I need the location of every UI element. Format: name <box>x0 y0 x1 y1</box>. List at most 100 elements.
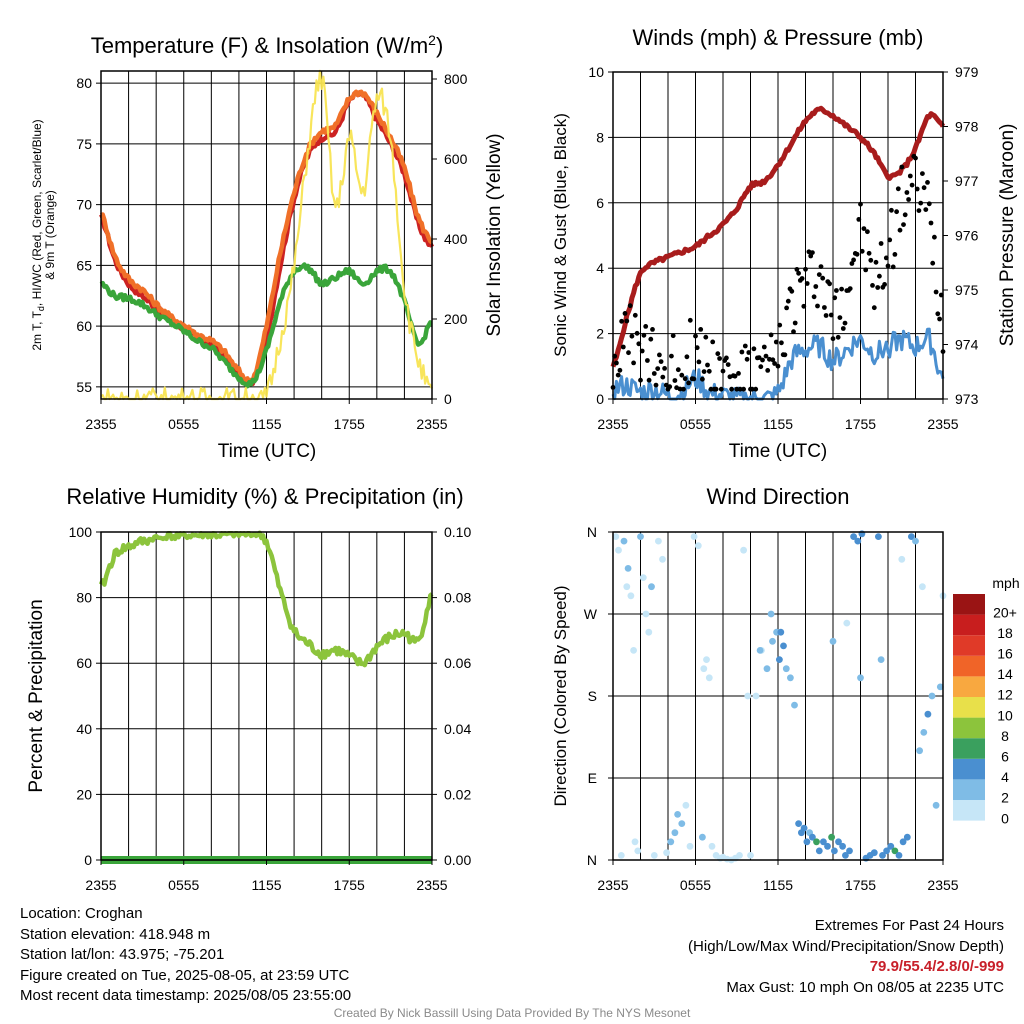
direction-point <box>787 674 794 682</box>
ytick-label: 60 <box>76 318 92 334</box>
station-latlon: Station lat/lon: 43.975; -75.201 <box>20 946 225 963</box>
direction-tick-label: N <box>587 524 597 540</box>
direction-point <box>936 683 944 691</box>
colorbar-unit: mph <box>992 575 1019 591</box>
direction-point <box>912 537 919 545</box>
gust-point <box>724 355 729 361</box>
gust-point <box>894 209 899 215</box>
gust-point <box>662 366 667 371</box>
gust-point <box>760 357 765 363</box>
gust-point <box>651 371 657 376</box>
gust-point <box>619 318 624 324</box>
xtick-label: 1755 <box>845 416 876 432</box>
gust-point <box>725 362 731 367</box>
gust-point <box>756 355 762 360</box>
gust-point <box>775 363 781 369</box>
gust-point <box>794 267 800 272</box>
gust-point <box>768 332 774 338</box>
gust-point <box>810 250 815 256</box>
extremes-info: Extremes For Past 24 Hours (High/Low/Max… <box>688 916 1004 998</box>
gust-point <box>782 352 788 358</box>
gust-point <box>681 386 686 392</box>
temperature-panel: Temperature (F) & Insolation (W/m2) 55 60… <box>30 32 505 462</box>
direction-point <box>791 701 798 709</box>
colorbar-label: 10 <box>997 707 1013 723</box>
gust-point <box>921 185 927 191</box>
direction-point <box>780 642 787 650</box>
direction-point <box>824 842 831 850</box>
ytick-label: 55 <box>76 379 92 395</box>
colorbar-swatch <box>953 676 985 697</box>
gust-point <box>675 367 681 373</box>
colorbar-swatch <box>953 697 985 718</box>
gust-point <box>718 386 724 392</box>
direction-point <box>916 747 923 755</box>
gust-point <box>890 264 896 270</box>
gust-point <box>859 248 865 254</box>
gust-point <box>713 386 719 392</box>
gust-point <box>684 354 690 360</box>
direction-point <box>703 656 710 663</box>
direction-point <box>682 801 690 809</box>
gust-point <box>686 380 691 386</box>
gust-point <box>772 361 777 366</box>
ytick-label: 75 <box>76 136 92 152</box>
gust-point <box>926 201 932 207</box>
gust-point <box>935 311 941 317</box>
temperature-ylabel: 2m T, Td, HI/WC (Red, Green, Scarlet/Blu… <box>30 119 57 350</box>
direction-point <box>699 833 706 841</box>
gust-point <box>627 303 633 309</box>
xtick-label: 2355 <box>927 416 958 432</box>
gust-point <box>763 353 769 359</box>
temperature-plot-area <box>99 69 435 401</box>
gust-point <box>892 252 898 257</box>
extremes-values: 79.9/55.4/2.8/0/-999 <box>869 958 1004 975</box>
gust-point <box>679 372 685 378</box>
ytick-label: 65 <box>76 257 92 273</box>
direction-point <box>815 847 823 855</box>
colorbar-label: 2 <box>1001 790 1009 806</box>
direction-point <box>870 849 878 857</box>
station-elevation: Station elevation: 418.948 m <box>20 925 211 943</box>
colorbar-swatch <box>953 655 985 677</box>
gust-point <box>920 171 925 177</box>
winds-xlabel: Time (UTC) <box>729 441 828 462</box>
direction-point <box>671 829 679 837</box>
gust-point <box>636 341 642 347</box>
gust-point <box>907 173 913 179</box>
y2tick-label: 0.04 <box>444 721 471 737</box>
direction-point <box>813 838 820 846</box>
gust-point <box>856 217 862 222</box>
xtick-label: 2355 <box>416 416 447 432</box>
gust-point <box>822 305 827 310</box>
gust-point <box>930 260 936 266</box>
y2tick-label: 978 <box>955 119 979 135</box>
ytick-label: 20 <box>76 786 92 802</box>
winds-plot-area <box>610 105 946 401</box>
gust-point <box>653 382 659 388</box>
gust-point <box>868 257 874 263</box>
gust-point <box>677 386 683 392</box>
ytick-label: 70 <box>76 197 92 213</box>
ytick-label: 10 <box>588 64 604 80</box>
direction-point <box>899 838 907 846</box>
gust-point <box>928 220 934 226</box>
direction-point <box>831 847 838 855</box>
gust-point <box>789 288 795 294</box>
gust-point <box>770 357 776 363</box>
colorbar-label: 14 <box>997 666 1013 682</box>
direction-point <box>803 838 811 846</box>
xtick-label: 2355 <box>597 877 628 893</box>
y2tick-label: 0.10 <box>444 524 471 540</box>
direction-point <box>924 710 932 718</box>
gust-point <box>830 336 836 342</box>
direction-point <box>843 619 851 627</box>
direction-point <box>674 811 681 818</box>
gust-point <box>878 241 884 246</box>
direction-point <box>655 537 662 545</box>
gust-point <box>796 270 801 276</box>
colorbar-swatch <box>953 800 985 821</box>
gust-point <box>932 234 937 240</box>
y2tick-label: 0.06 <box>444 655 471 671</box>
direction-point <box>895 852 903 859</box>
